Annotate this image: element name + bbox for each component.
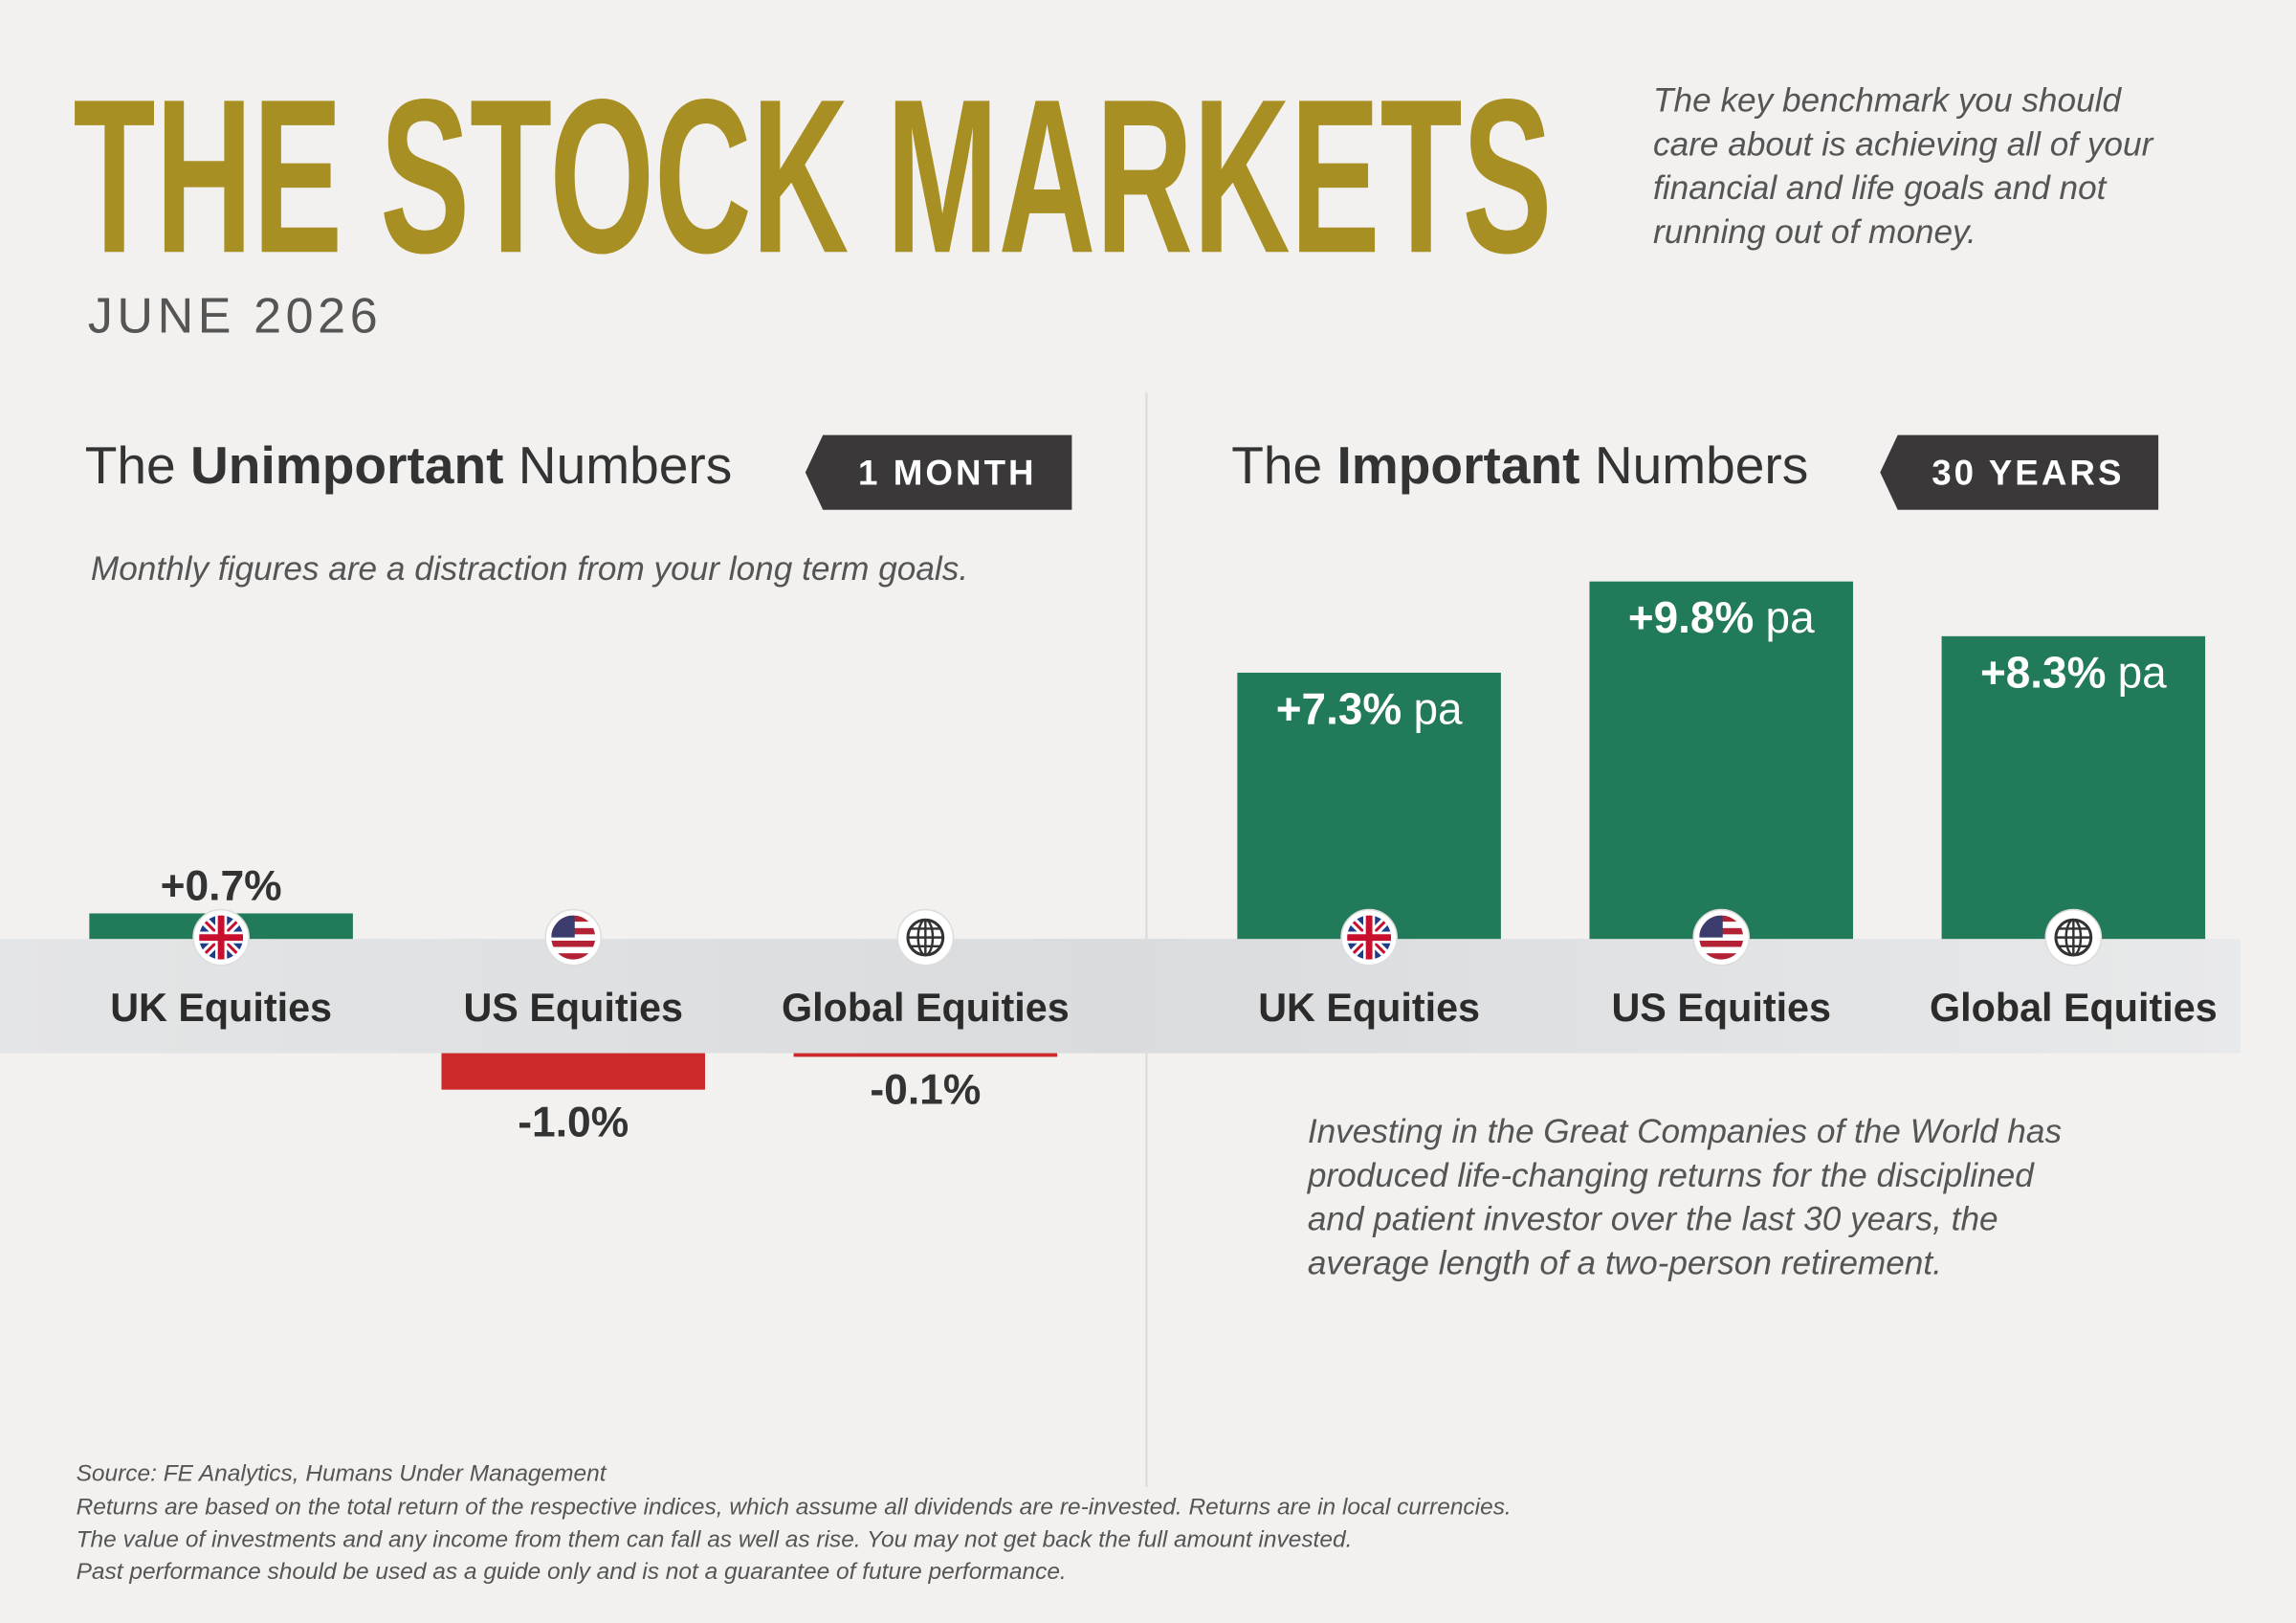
- section-note: Investing in the Great Companies of the …: [1308, 1113, 2062, 1150]
- flag-face: [551, 915, 596, 960]
- flag-face: [1699, 915, 1744, 960]
- flag-stripe: [1699, 941, 1744, 947]
- category-label: Global Equities: [782, 986, 1070, 1030]
- value-unit: pa: [2118, 647, 2168, 697]
- globe-lines: [2055, 920, 2091, 955]
- section-note: and patient investor over the last 30 ye…: [1308, 1201, 1998, 1238]
- section-note: average length of a two-person retiremen…: [1308, 1245, 1942, 1282]
- value-label: +8.3% pa: [1980, 647, 2167, 697]
- bar: [793, 1053, 1058, 1057]
- intro-text: financial and life goals and not: [1653, 169, 2108, 207]
- flag-icon: [896, 908, 955, 967]
- value-unit: pa: [1766, 592, 1816, 642]
- value-label: +7.3% pa: [1276, 684, 1463, 734]
- category-label: Global Equities: [1930, 986, 2218, 1030]
- section-title: The Important Numbers: [1231, 435, 1808, 495]
- flag-icon: [1340, 908, 1398, 967]
- flag-stripe: [551, 934, 596, 941]
- section-title-part: Unimportant: [190, 435, 503, 495]
- value-number: +7.3%: [1276, 684, 1402, 734]
- period-badge: [805, 434, 1072, 510]
- page-subtitle: JUNE 2026: [88, 288, 382, 344]
- flag-stripe: [551, 946, 596, 954]
- section-title-part: The: [85, 435, 176, 495]
- flag-face: [199, 915, 244, 960]
- flag-stripe: [551, 953, 596, 960]
- footnote: Past performance should be used as a gui…: [77, 1559, 1067, 1585]
- section-title-part: Numbers: [519, 435, 733, 495]
- period-label: 1 MONTH: [858, 454, 1037, 493]
- globe-lines: [907, 920, 943, 955]
- flag-stripe: [1699, 946, 1744, 954]
- bar: [1237, 672, 1501, 940]
- bar: [441, 1053, 705, 1090]
- period-badge: [1880, 434, 2159, 510]
- category-label: UK Equities: [110, 986, 332, 1030]
- section-title-part: Important: [1336, 435, 1579, 495]
- flag-icon: [192, 908, 250, 967]
- category-label: US Equities: [463, 986, 683, 1030]
- value-label: +0.7%: [161, 863, 282, 910]
- flag-cross-red: [199, 915, 244, 960]
- section-subtitle: Monthly figures are a distraction from y…: [91, 550, 968, 588]
- flag-icon: [544, 908, 603, 967]
- value-number: +9.8%: [1628, 592, 1754, 642]
- flag-cross-red: [1347, 915, 1392, 960]
- value-unit: pa: [1413, 684, 1463, 734]
- category-band: [0, 939, 2241, 1054]
- bar: [1941, 635, 2206, 940]
- section-note: produced life-changing returns for the d…: [1307, 1157, 2035, 1194]
- flag-icon: [2044, 908, 2103, 967]
- flag-stripe: [551, 941, 596, 947]
- value-number: +8.3%: [1980, 647, 2106, 697]
- category-label: UK Equities: [1258, 986, 1480, 1030]
- intro-text: The key benchmark you should: [1653, 81, 2122, 119]
- period-label: 30 YEARS: [1932, 454, 2124, 493]
- footnote: The value of investments and any income …: [77, 1526, 1353, 1552]
- bar: [1589, 581, 1853, 940]
- value-label: -1.0%: [518, 1100, 629, 1146]
- section-title: The Unimportant Numbers: [85, 435, 733, 495]
- category-label: US Equities: [1611, 986, 1831, 1030]
- value-label: -0.1%: [870, 1066, 981, 1113]
- page-title: THE STOCK MARKETS: [74, 53, 1553, 299]
- section-title-part: The: [1231, 435, 1322, 495]
- footnote: Returns are based on the total return of…: [77, 1495, 1512, 1521]
- intro-text: care about is achieving all of your: [1653, 125, 2154, 163]
- value-label: +9.8% pa: [1628, 592, 1815, 642]
- flag-stripe: [1699, 953, 1744, 960]
- intro-text: running out of money.: [1653, 213, 1976, 251]
- flag-face: [1347, 915, 1392, 960]
- source-note: Source: FE Analytics, Humans Under Manag…: [77, 1460, 607, 1486]
- flag-stripe: [1699, 934, 1744, 941]
- flag-icon: [1692, 908, 1751, 967]
- section-title-part: Numbers: [1595, 435, 1809, 495]
